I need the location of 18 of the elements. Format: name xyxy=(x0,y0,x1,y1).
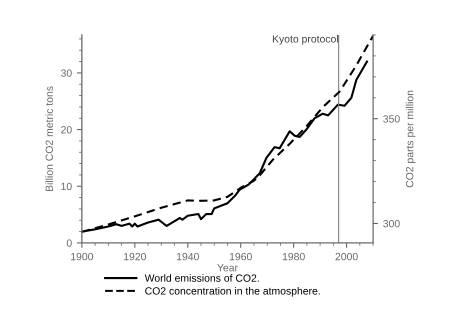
y-tick-label: 20 xyxy=(61,126,72,134)
x-tick-label: 1940 xyxy=(176,252,199,260)
y-tick-label: 10 xyxy=(61,182,72,190)
y-tick-label: 30 xyxy=(60,69,72,77)
y2-tick-label: 350 xyxy=(383,115,400,123)
legend-label: World emissions of CO2. xyxy=(144,274,259,282)
x-tick-label: 1920 xyxy=(124,252,146,260)
x-tick-label: 1980 xyxy=(282,252,305,260)
legend-label: CO2 concentration in the atmosphere. xyxy=(145,286,320,297)
x-tick-label: 2000 xyxy=(336,252,358,260)
x-tick-label: 1960 xyxy=(230,252,252,260)
y2-axis-title: CO2 parts per million xyxy=(406,90,416,188)
ref-line-label: Kyoto protocol xyxy=(272,34,338,45)
x-tick-label: 1900 xyxy=(71,252,94,260)
y2-tick-label: 300 xyxy=(383,220,400,228)
y-axis-title: Billion CO2 metric tons xyxy=(45,86,53,192)
y-tick-label: 0 xyxy=(66,239,72,247)
x-axis-title: Year xyxy=(217,264,238,272)
